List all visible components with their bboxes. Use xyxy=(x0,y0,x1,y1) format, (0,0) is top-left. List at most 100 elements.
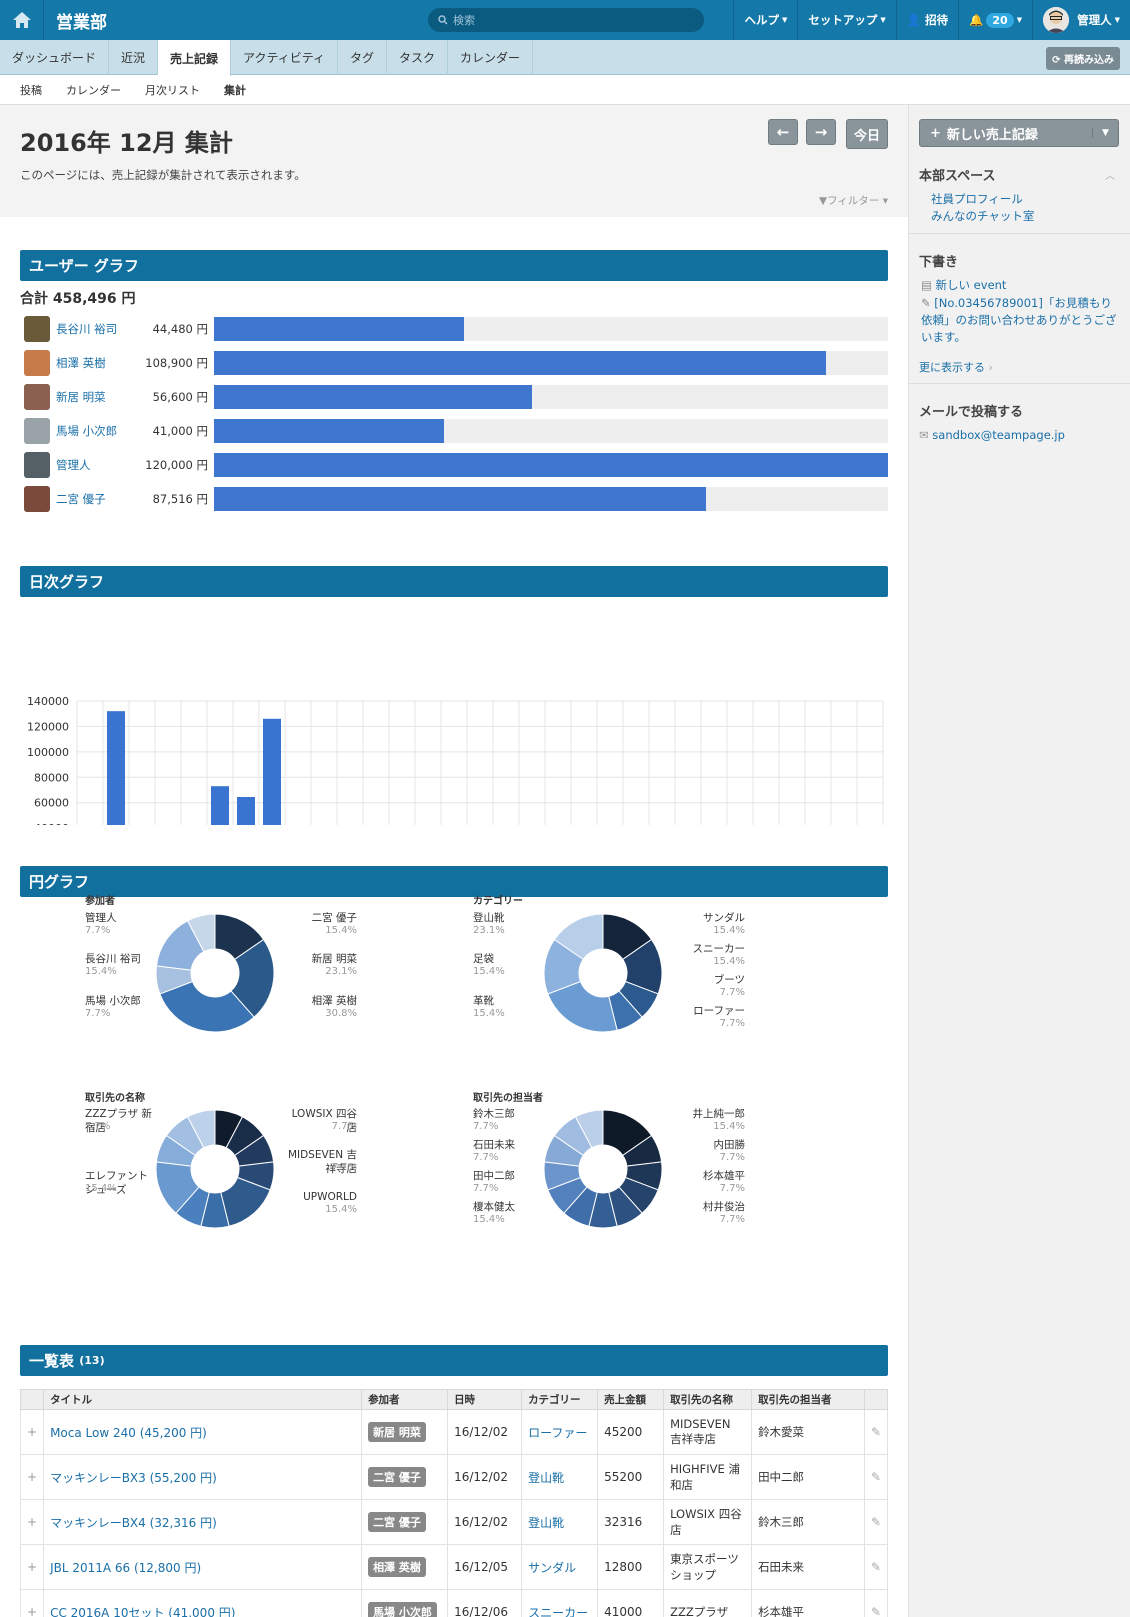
setup-menu[interactable]: セットアップ ▼ xyxy=(797,0,895,40)
subtab-calendar[interactable]: カレンダー xyxy=(66,83,121,97)
draft-item[interactable]: ▤ 新しい event xyxy=(921,277,1006,294)
app-title[interactable]: 営業部 xyxy=(56,12,107,33)
tab-recent[interactable]: 近況 xyxy=(109,40,159,75)
table-cell: LOWSIX 四谷店 xyxy=(663,1499,753,1545)
participant-tag[interactable]: 二宮 優子 xyxy=(368,1512,426,1532)
participant-tag[interactable]: 新居 明菜 xyxy=(368,1422,426,1442)
pie-percent: 7.7% xyxy=(85,925,111,936)
subtab-summary[interactable]: 集計 xyxy=(224,83,246,97)
chevron-up-icon[interactable]: ︿ xyxy=(1105,171,1115,182)
subtab-monthly-list[interactable]: 月次リスト xyxy=(145,83,200,97)
next-button[interactable]: → xyxy=(806,119,836,145)
expand-icon[interactable]: + xyxy=(19,1589,45,1617)
user-bar-track xyxy=(214,419,888,443)
pie-percent: 15.4% xyxy=(473,1007,505,1019)
email-link[interactable]: ✉ sandbox@teampage.jp xyxy=(919,427,1065,444)
column-category[interactable]: カテゴリー xyxy=(521,1389,599,1410)
table-cell: サンダル xyxy=(521,1544,599,1590)
record-title-link[interactable]: JBL 2011A 66 (12,800 円) xyxy=(50,1560,202,1575)
expand-icon[interactable]: + xyxy=(19,1409,45,1455)
record-title-link[interactable]: Moca Low 240 (45,200 円) xyxy=(50,1425,207,1440)
pencil-icon: ✎ xyxy=(921,296,935,310)
user-name-link[interactable]: 馬場 小次郎 xyxy=(56,424,118,438)
category-link[interactable]: 登山靴 xyxy=(528,1515,565,1530)
tab-dashboard[interactable]: ダッシュボード xyxy=(0,40,110,75)
category-link[interactable]: 登山靴 xyxy=(528,1470,565,1485)
category-link[interactable]: サンダル xyxy=(528,1560,577,1575)
today-button[interactable]: 今日 xyxy=(846,119,888,149)
participant-tag[interactable]: 馬場 小次郎 xyxy=(368,1602,437,1617)
table-cell: 12800 xyxy=(597,1544,665,1590)
list-header: 一覧表 (13) xyxy=(20,1345,888,1376)
pie-label: MIDSEVEN 吉祥寺店 xyxy=(287,1149,357,1176)
pencil-icon[interactable]: ✎ xyxy=(863,1499,889,1545)
new-sales-record-label: 新しい売上記録 xyxy=(946,127,1038,143)
tab-calendar[interactable]: カレンダー xyxy=(448,40,534,75)
user-name-link[interactable]: 相澤 英樹 xyxy=(56,356,106,370)
column-client-contact[interactable]: 取引先の担当者 xyxy=(751,1389,865,1410)
space-link-chat[interactable]: みんなのチャット室 xyxy=(931,209,1035,223)
avatar[interactable] xyxy=(24,316,50,342)
user-name-link[interactable]: 二宮 優子 xyxy=(56,492,106,506)
user-menu[interactable]: 管理人 ▼ xyxy=(1032,0,1130,40)
home-button[interactable] xyxy=(0,0,44,40)
expand-icon[interactable]: + xyxy=(19,1499,45,1545)
record-title-link[interactable]: マッキンレーBX3 (55,200 円) xyxy=(50,1470,217,1485)
category-link[interactable]: ローファー xyxy=(528,1425,588,1440)
new-sales-record-button[interactable]: + 新しい売上記録 ▼ xyxy=(919,119,1119,147)
bar xyxy=(107,711,125,825)
chevron-down-icon[interactable]: ▼ xyxy=(1092,128,1118,138)
record-title-link[interactable]: CC 2016A 10セット (41,000 円) xyxy=(50,1605,236,1617)
pencil-icon[interactable]: ✎ xyxy=(863,1409,889,1455)
category-link[interactable]: スニーカー xyxy=(528,1605,589,1617)
cell-value: ZZZプラザ xyxy=(670,1605,729,1617)
column-participant[interactable]: 参加者 xyxy=(361,1389,449,1410)
pencil-icon[interactable]: ✎ xyxy=(863,1589,889,1617)
user-name-link[interactable]: 新居 明菜 xyxy=(56,390,106,404)
pie-label: 長谷川 裕司 xyxy=(85,953,141,966)
record-title-link[interactable]: マッキンレーBX4 (32,316 円) xyxy=(50,1515,217,1530)
user-name-link[interactable]: 管理人 xyxy=(56,458,91,472)
avatar[interactable] xyxy=(24,486,50,512)
pencil-icon[interactable]: ✎ xyxy=(863,1454,889,1500)
pie-label: 杉本雄平 xyxy=(703,1170,745,1182)
column-title[interactable]: タイトル xyxy=(43,1389,363,1410)
participant-tag[interactable]: 二宮 優子 xyxy=(368,1467,426,1487)
tab-activity[interactable]: アクティビティ xyxy=(231,40,339,75)
avatar[interactable] xyxy=(24,350,50,376)
avatar[interactable] xyxy=(24,384,50,410)
space-link-profile[interactable]: 社員プロフィール xyxy=(931,192,1023,206)
column-date[interactable]: 日時 xyxy=(447,1389,523,1410)
reload-button[interactable]: ⟳ 再読み込み xyxy=(1046,47,1120,70)
help-menu[interactable]: ヘルプ ▼ xyxy=(733,0,797,40)
pie-slice xyxy=(553,913,604,961)
notifications-menu[interactable]: 🔔 20 ▼ xyxy=(958,0,1032,40)
pie-label: UPWORLD xyxy=(303,1190,357,1203)
user-name-link[interactable]: 長谷川 裕司 xyxy=(56,322,118,336)
cell-value: 55200 xyxy=(604,1470,643,1484)
avatar[interactable] xyxy=(24,452,50,478)
tab-tags[interactable]: タグ xyxy=(338,40,388,75)
pie-percent: 23.1% xyxy=(325,966,357,978)
prev-button[interactable]: ← xyxy=(768,119,798,145)
tab-sales-records[interactable]: 売上記録 xyxy=(158,40,232,76)
pie-percent: 7.7% xyxy=(85,1007,111,1019)
show-more-link[interactable]: 更に表示する › xyxy=(919,359,993,376)
search-input[interactable]: 検索 xyxy=(428,8,704,32)
filter-button[interactable]: ▼フィルター ▾ xyxy=(819,193,888,208)
avatar[interactable] xyxy=(24,418,50,444)
notification-count: 20 xyxy=(986,12,1014,28)
column-client-name[interactable]: 取引先の名称 xyxy=(663,1389,753,1410)
expand-icon[interactable]: + xyxy=(19,1454,45,1500)
subtab-posts[interactable]: 投稿 xyxy=(20,83,42,97)
table-row: + マッキンレーBX4 (32,316 円) 二宮 優子 16/12/02 登山靴 323… xyxy=(19,1499,889,1545)
pencil-icon[interactable]: ✎ xyxy=(863,1544,889,1590)
draft-item[interactable]: ✎ [No.03456789001]「お見積もり依頼」のお問い合わせありがとうご… xyxy=(921,295,1117,346)
user-row: 相澤 英樹 108,900 円 xyxy=(20,348,888,378)
expand-icon[interactable]: + xyxy=(19,1544,45,1590)
participant-tag[interactable]: 相澤 英樹 xyxy=(368,1557,426,1577)
invite-button[interactable]: 👤 招待 xyxy=(895,0,958,40)
column-amount[interactable]: 売上金額 xyxy=(597,1389,665,1410)
tab-tasks[interactable]: タスク xyxy=(387,40,449,75)
chevron-down-icon: ▼ xyxy=(1016,16,1023,24)
